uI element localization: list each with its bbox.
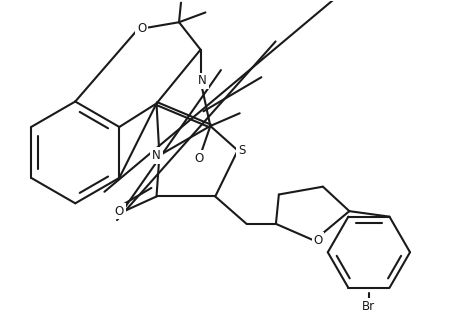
Text: O: O <box>115 205 124 218</box>
Text: N: N <box>152 149 161 162</box>
Text: N: N <box>198 75 207 88</box>
Text: O: O <box>313 234 322 247</box>
Text: S: S <box>237 144 245 157</box>
Text: O: O <box>137 21 146 34</box>
Text: Br: Br <box>362 300 375 313</box>
Text: O: O <box>193 152 203 165</box>
